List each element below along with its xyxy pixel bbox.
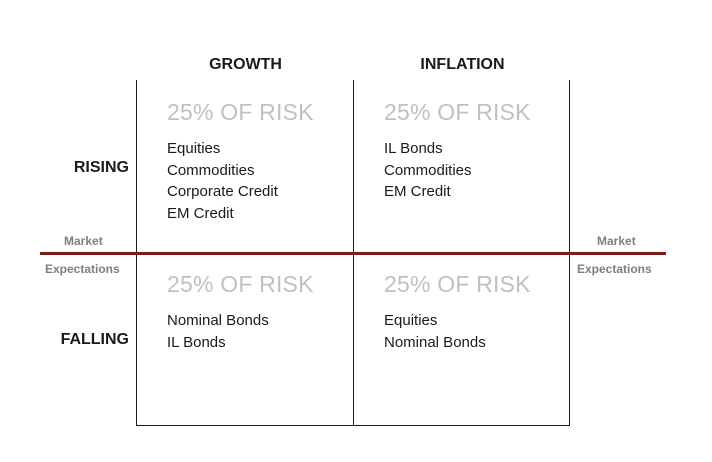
column-header-inflation: INFLATION — [420, 56, 505, 73]
asset-item: Commodities — [384, 161, 472, 179]
risk-share-label: 25% OF RISK — [384, 99, 531, 125]
market-label-left: Market — [64, 234, 103, 248]
quadrant-falling-growth: 25% OF RISK Nominal Bonds IL Bonds — [136, 271, 352, 353]
quadrant-grid: 25% OF RISK Equities Commodities Corpora… — [136, 80, 570, 426]
asset-item: IL Bonds — [384, 140, 443, 157]
quadrant-rising-growth: 25% OF RISK Equities Commodities Corpora… — [136, 99, 352, 224]
asset-item: Nominal Bonds — [384, 333, 486, 351]
asset-item: Nominal Bonds — [167, 312, 269, 329]
asset-list: Nominal Bonds IL Bonds — [167, 310, 352, 353]
quadrant-falling-inflation: 25% OF RISK Equities Nominal Bonds — [353, 271, 569, 353]
market-label-right: Market — [597, 234, 636, 248]
asset-list: Equities Commodities Corporate Credit EM… — [167, 138, 352, 224]
expectations-label-left: Expectations — [45, 262, 120, 276]
row-label-falling: FALLING — [60, 331, 129, 348]
expectations-label-right: Expectations — [577, 262, 652, 276]
risk-share-label: 25% OF RISK — [384, 271, 531, 297]
risk-share-label: 25% OF RISK — [167, 99, 314, 125]
asset-item: Commodities — [167, 161, 255, 179]
row-label-rising: RISING — [73, 159, 129, 176]
asset-item: EM Credit — [384, 183, 451, 200]
risk-share-label: 25% OF RISK — [167, 271, 314, 297]
asset-item: IL Bonds — [167, 333, 226, 351]
column-header-growth: GROWTH — [209, 56, 282, 73]
market-expectations-divider — [40, 252, 666, 255]
asset-item: Equities — [384, 312, 438, 329]
asset-list: Equities Nominal Bonds — [384, 310, 569, 353]
quadrant-rising-inflation: 25% OF RISK IL Bonds Commodities EM Cred… — [353, 99, 569, 203]
grid-bottom-border — [136, 425, 570, 426]
asset-item: EM Credit — [167, 204, 234, 222]
asset-item: Corporate Credit — [167, 183, 278, 200]
asset-item: Equities — [167, 140, 221, 157]
asset-list: IL Bonds Commodities EM Credit — [384, 138, 569, 203]
